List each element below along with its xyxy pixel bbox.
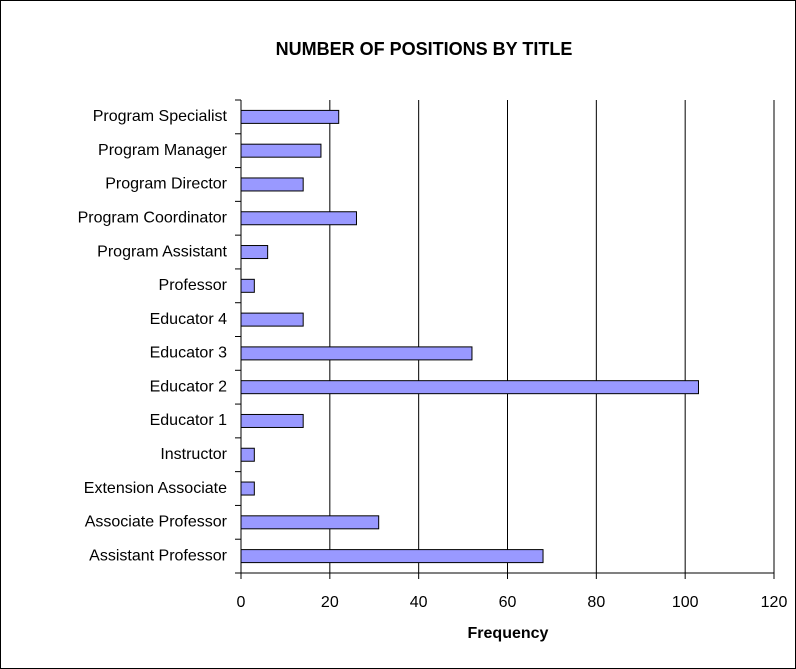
y-tick-label: Instructor	[160, 446, 227, 463]
bar	[240, 109, 340, 124]
bar	[240, 211, 357, 226]
x-tick-label: 100	[672, 594, 699, 611]
bar	[240, 143, 322, 158]
y-tick-label: Program Assistant	[97, 243, 227, 260]
y-tick-label: Program Specialist	[93, 108, 228, 125]
bar	[240, 380, 699, 395]
chart-title: NUMBER OF POSITIONS BY TITLE	[276, 39, 573, 59]
x-tick-label: 0	[237, 594, 246, 611]
y-tick-label: Professor	[159, 277, 228, 294]
y-tick-label: Educator 3	[150, 345, 227, 362]
y-tick-label: Educator 1	[150, 412, 227, 429]
bar	[240, 245, 269, 260]
y-tick-label: Educator 2	[150, 378, 227, 395]
x-tick-label: 80	[587, 594, 605, 611]
bar	[240, 447, 255, 462]
x-axis-title: Frequency	[468, 625, 549, 642]
x-tick-label: 20	[321, 594, 339, 611]
y-tick-label: Associate Professor	[85, 514, 228, 531]
y-tick-label: Educator 4	[150, 311, 227, 328]
x-tick-label: 60	[499, 594, 517, 611]
bar	[240, 346, 473, 361]
y-tick-label: Extension Associate	[84, 480, 227, 497]
bar	[240, 549, 544, 564]
bar	[240, 312, 304, 327]
y-tick-label: Program Director	[105, 176, 227, 193]
y-tick-label: Assistant Professor	[89, 547, 228, 564]
x-tick-label: 120	[761, 594, 788, 611]
y-tick-label: Program Coordinator	[78, 209, 228, 226]
x-tick-label: 40	[410, 594, 428, 611]
bar	[240, 413, 304, 428]
y-tick-label: Program Manager	[98, 142, 228, 159]
bar	[240, 177, 304, 192]
bar	[240, 278, 255, 293]
bar	[240, 515, 380, 530]
bar	[240, 481, 255, 496]
